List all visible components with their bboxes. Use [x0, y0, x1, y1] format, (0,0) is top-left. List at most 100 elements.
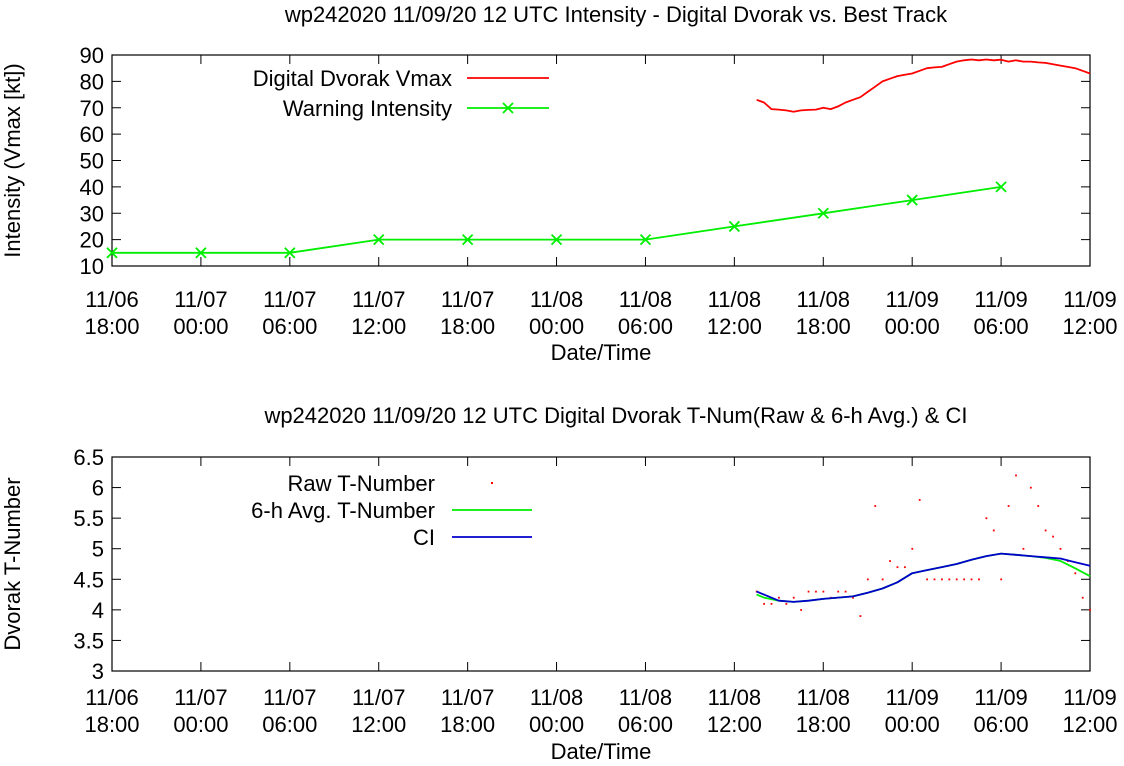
x-tick-time: 18:00: [440, 314, 495, 339]
raw-t-number-point: [770, 602, 773, 605]
raw-t-number-point: [1007, 505, 1010, 507]
warning-intensity-marker: [550, 233, 563, 246]
x-tick-time: 12:00: [707, 712, 762, 737]
raw-t-number-point: [1089, 609, 1091, 611]
y-axis-label: Intensity (Vmax [kt]): [0, 63, 25, 257]
raw-t-number-point: [992, 529, 995, 532]
legend-swatch: [491, 482, 493, 484]
raw-t-number-point: [844, 590, 847, 593]
x-tick-time: 00:00: [173, 712, 228, 737]
warning-intensity-marker: [461, 233, 474, 246]
legend-label: Raw T-Number: [287, 471, 435, 496]
x-tick-time: 06:00: [974, 712, 1029, 737]
y-tick-label: 10: [80, 254, 104, 279]
warning-intensity-marker: [728, 220, 741, 233]
raw-t-number-point: [941, 578, 943, 581]
x-axis-label: Date/Time: [551, 739, 652, 764]
y-tick-label: 3: [92, 659, 104, 684]
x-tick-time: 12:00: [707, 314, 762, 339]
raw-t-number-point: [1052, 535, 1054, 538]
legend-label: CI: [413, 525, 435, 550]
raw-t-number-point: [800, 609, 803, 611]
raw-t-number-point: [985, 517, 988, 520]
legend-label: Digital Dvorak Vmax: [253, 66, 452, 91]
x-axis-label: Date/Time: [551, 340, 652, 365]
raw-t-number-point: [881, 578, 884, 581]
x-tick-time: 12:00: [1062, 712, 1117, 737]
x-tick-date: 11/07: [352, 287, 405, 312]
raw-t-number-point: [963, 578, 966, 581]
legend-label: Warning Intensity: [283, 96, 452, 121]
legend-label: 6-h Avg. T-Number: [251, 498, 435, 523]
raw-t-number-point: [948, 578, 951, 581]
y-tick-label: 70: [80, 96, 104, 121]
x-tick-time: 00:00: [885, 314, 940, 339]
raw-t-number-point: [978, 578, 980, 581]
x-tick-date: 11/07: [263, 287, 316, 312]
raw-t-number-point: [874, 505, 877, 507]
x-tick-time: 12:00: [351, 314, 406, 339]
raw-t-number-point: [792, 596, 795, 599]
x-tick-date: 11/08: [708, 685, 761, 710]
y-tick-label: 6.5: [73, 445, 104, 470]
x-tick-date: 11/08: [797, 685, 850, 710]
raw-t-number-point: [837, 590, 840, 593]
x-tick-date: 11/09: [885, 287, 938, 312]
x-tick-date: 11/08: [797, 287, 850, 312]
warning-intensity-marker: [817, 207, 829, 219]
y-axis-label: Dvorak T-Number: [0, 477, 25, 650]
x-tick-time: 00:00: [173, 314, 228, 339]
x-tick-time: 00:00: [529, 712, 584, 737]
x-tick-date: 11/09: [885, 685, 938, 710]
series-ci: [756, 552, 1091, 603]
series-6-h-avg-t-number-line: [756, 552, 1091, 603]
raw-t-number-point: [970, 578, 973, 581]
warning-intensity-marker: [373, 233, 385, 246]
x-tick-time: 00:00: [529, 314, 584, 339]
x-tick-date: 11/07: [352, 685, 405, 710]
raw-t-number-point: [1037, 505, 1040, 507]
series-warning-intensity: [106, 181, 1007, 259]
warning-intensity-marker: [106, 247, 118, 259]
x-tick-date: 11/07: [174, 287, 227, 312]
series-digital-dvorak-vmax: [756, 58, 1091, 113]
series-6-h-avg-t-number: [756, 552, 1091, 603]
raw-t-number-point: [859, 615, 862, 617]
raw-t-number-point: [778, 596, 780, 599]
x-tick-date: 11/07: [263, 685, 316, 710]
raw-t-number-point: [926, 578, 928, 581]
raw-t-number-point: [866, 578, 869, 581]
raw-t-number-point: [1044, 529, 1047, 532]
x-tick-date: 11/08: [619, 287, 672, 312]
x-tick-date: 11/08: [708, 287, 761, 312]
legend-marker: [502, 102, 514, 114]
y-tick-label: 40: [80, 175, 104, 200]
raw-t-number-point: [1059, 547, 1062, 550]
x-tick-time: 06:00: [618, 314, 673, 339]
x-tick-time: 18:00: [440, 712, 495, 737]
x-tick-date: 11/08: [530, 287, 583, 312]
series-digital-dvorak-vmax-line: [756, 58, 1091, 113]
x-tick-time: 06:00: [262, 712, 317, 737]
warning-intensity-marker: [906, 194, 918, 206]
warning-intensity-marker: [195, 247, 207, 259]
raw-t-number-point: [896, 566, 899, 569]
chart-title: wp242020 11/09/20 12 UTC Intensity - Dig…: [284, 2, 948, 27]
y-tick-label: 50: [80, 149, 104, 174]
warning-intensity-marker: [995, 181, 1007, 193]
y-tick-label: 5.5: [73, 506, 104, 531]
x-tick-date: 11/07: [441, 685, 494, 710]
y-tick-label: 80: [80, 69, 104, 94]
x-tick-date: 11/06: [85, 287, 138, 312]
y-tick-label: 5: [92, 537, 104, 562]
raw-t-number-point: [815, 590, 817, 593]
raw-t-number-point: [1000, 578, 1003, 581]
raw-t-number-point: [822, 590, 825, 593]
y-tick-label: 20: [80, 228, 104, 253]
raw-t-number-point: [1015, 474, 1017, 477]
series-ci-line: [756, 552, 1091, 603]
y-tick-label: 6: [92, 476, 104, 501]
raw-t-number-point: [933, 578, 936, 581]
